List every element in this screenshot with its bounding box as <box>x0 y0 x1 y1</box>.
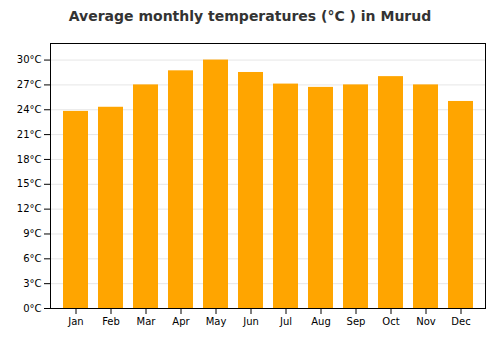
svg-text:Jun: Jun <box>242 316 259 327</box>
svg-text:Oct: Oct <box>382 316 399 327</box>
svg-text:Dec: Dec <box>451 316 470 327</box>
svg-text:Mar: Mar <box>137 316 157 327</box>
svg-text:Sep: Sep <box>347 316 366 327</box>
svg-text:Apr: Apr <box>172 316 190 327</box>
svg-text:30°C: 30°C <box>17 54 42 65</box>
svg-text:May: May <box>206 316 227 327</box>
svg-text:9°C: 9°C <box>23 228 41 239</box>
svg-text:21°C: 21°C <box>17 129 42 140</box>
svg-text:15°C: 15°C <box>17 178 42 189</box>
svg-text:18°C: 18°C <box>17 154 42 165</box>
svg-text:Aug: Aug <box>311 316 331 327</box>
svg-text:Jul: Jul <box>279 316 292 327</box>
svg-text:3°C: 3°C <box>23 278 41 289</box>
svg-text:24°C: 24°C <box>17 104 42 115</box>
svg-text:27°C: 27°C <box>17 79 42 90</box>
svg-text:0°C: 0°C <box>23 303 41 314</box>
svg-text:Jan: Jan <box>67 316 83 327</box>
svg-text:6°C: 6°C <box>23 253 41 264</box>
svg-text:Nov: Nov <box>416 316 436 327</box>
html-text:Average monthly temperatures (: Average monthly temperatures (°C ) in Mu… <box>68 8 432 24</box>
svg-text:Feb: Feb <box>102 316 120 327</box>
svg-text:12°C: 12°C <box>17 203 42 214</box>
